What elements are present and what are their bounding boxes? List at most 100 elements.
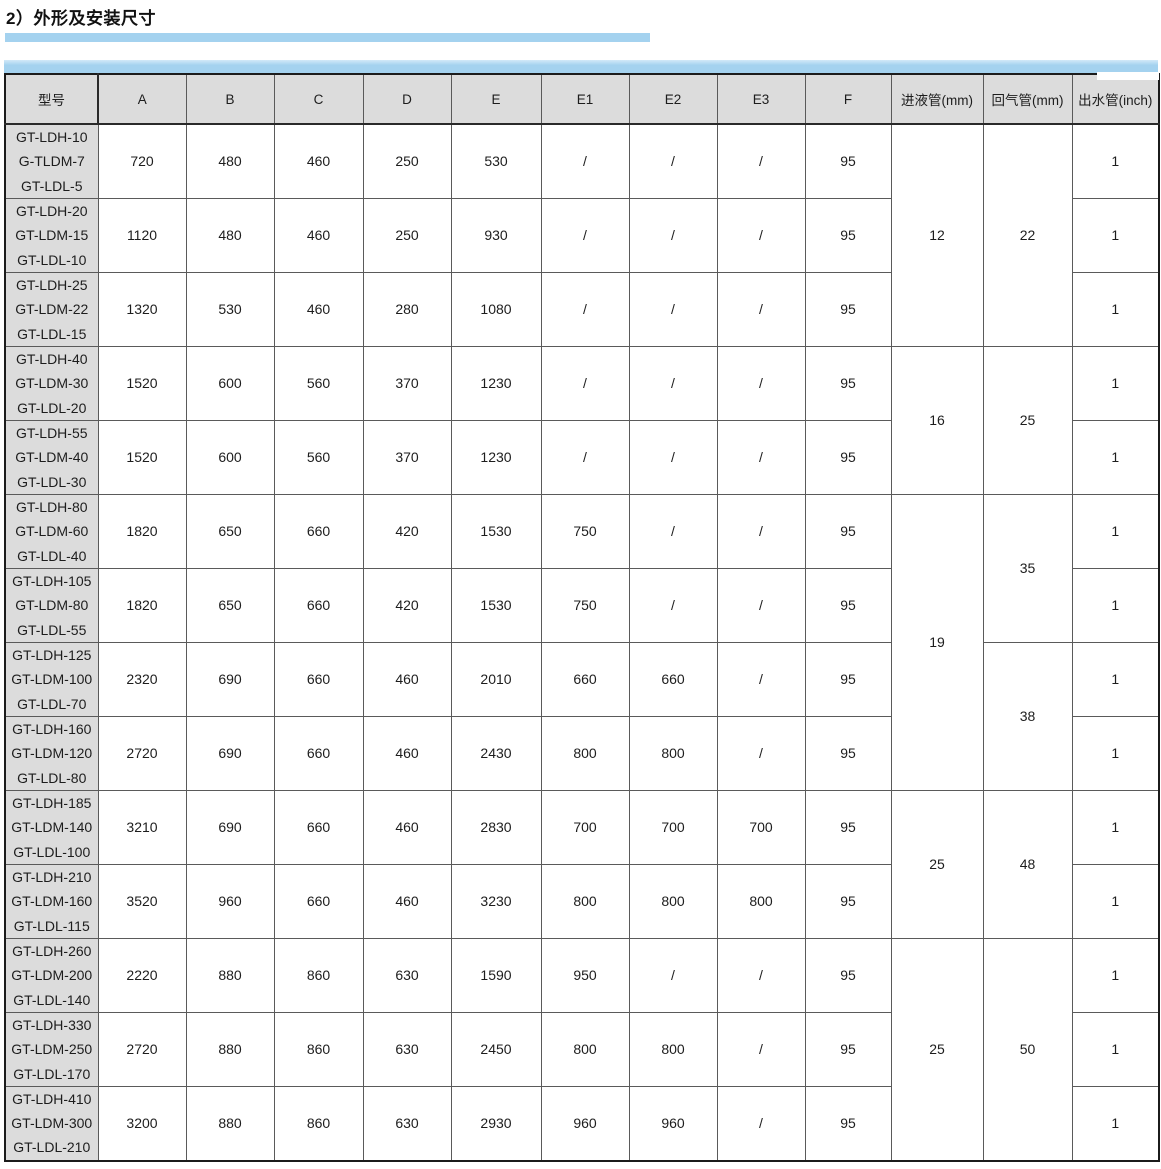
dim-cell: 95 [804, 1011, 892, 1087]
dim-cell: 95 [804, 937, 892, 1013]
model-name: GT-LDM-30 [15, 375, 89, 392]
outlet-pipe-cell: 1 [1071, 197, 1160, 273]
dim-cell: 700 [716, 789, 806, 865]
table-row: GT-LDH-80 GT-LDM-60 GT-LDL-40 1820 650 660 420… [4, 493, 1160, 791]
section-title: 2）外形及安装尺寸 [6, 9, 156, 28]
dim-cell: 460 [273, 123, 364, 199]
model-cell: GT-LDH-25 GT-LDM-22 GT-LDL-15 [4, 271, 99, 347]
table-row: GT-LDH-260 GT-LDM-200 GT-LDL-140 2220 880 860… [4, 937, 1160, 1162]
model-name: GT-LDH-260 [12, 942, 92, 959]
outlet-pipe-cell: 1 [1071, 345, 1160, 421]
model-cell: GT-LDH-40 GT-LDM-30 GT-LDL-20 [4, 345, 99, 421]
dim-cell: 880 [185, 1011, 275, 1087]
dim-cell: 960 [185, 863, 275, 939]
dim-cell: 3210 [97, 789, 187, 865]
dim-cell: 370 [362, 419, 452, 495]
dim-cell: 800 [628, 1011, 718, 1087]
title-underline-bar [5, 33, 650, 42]
gas-pipe-cell: 22 [982, 123, 1073, 347]
model-name: G-TLDM-7 [18, 153, 85, 170]
dim-cell: 600 [185, 419, 275, 495]
table-row: GT-LDH-40 GT-LDM-30 GT-LDL-20 1520 600 560 370… [4, 345, 1160, 495]
model-name: GT-LDL-40 [17, 547, 87, 564]
dim-cell: 1120 [97, 197, 187, 273]
outlet-pipe-cell: 1 [1071, 271, 1160, 347]
header-cell-9: F [804, 73, 892, 125]
dim-cell: / [628, 419, 718, 495]
model-name: GT-LDM-40 [15, 449, 89, 466]
dim-cell: 720 [97, 123, 187, 199]
model-name: GT-LDM-140 [11, 819, 93, 836]
outlet-pipe-cell: 1 [1071, 863, 1160, 939]
dim-cell: 480 [185, 123, 275, 199]
dim-cell: 750 [540, 493, 630, 569]
dim-cell: 660 [540, 641, 630, 717]
dim-cell: 250 [362, 197, 452, 273]
dim-cell: / [628, 493, 718, 569]
dim-cell: 530 [185, 271, 275, 347]
dim-cell: 660 [273, 789, 364, 865]
model-name: GT-LDL-100 [13, 843, 91, 860]
dim-cell: 660 [273, 863, 364, 939]
table-row: GT-LDH-410 GT-LDM-300 GT-LDL-210 3200 880 860… [4, 1085, 1160, 1162]
dim-cell: / [628, 567, 718, 643]
dim-cell: 1530 [450, 493, 542, 569]
liquid-pipe-cell: 19 [890, 493, 984, 791]
dim-cell: 2720 [97, 715, 187, 791]
dim-cell: 2830 [450, 789, 542, 865]
dimensions-table: 型号 A B C D E E1 E2 E3 F 进液管(mm) 回气管(mm) 出水管(inch) GT… [4, 73, 1160, 1162]
liquid-pipe-cell: 12 [890, 123, 984, 347]
dim-cell: 95 [804, 641, 892, 717]
dim-cell: 2320 [97, 641, 187, 717]
dim-cell: / [716, 715, 806, 791]
model-name: GT-LDH-185 [12, 794, 92, 811]
model-name: GT-LDL-80 [17, 769, 87, 786]
header-cell-6: E1 [540, 73, 630, 125]
dim-cell: 460 [362, 789, 452, 865]
table-row: GT-LDH-125 GT-LDM-100 GT-LDL-70 2320 690 660 4… [4, 641, 1160, 791]
dim-cell: 630 [362, 937, 452, 1013]
dim-cell: 800 [540, 863, 630, 939]
header-cell-11: 回气管(mm) [982, 73, 1073, 125]
dim-cell: 2450 [450, 1011, 542, 1087]
header-cell-8: E3 [716, 73, 806, 125]
dim-cell: / [716, 123, 806, 199]
dim-cell: 960 [540, 1085, 630, 1162]
model-name: GT-LDH-25 [15, 276, 88, 293]
gas-pipe-cell: 35 [982, 493, 1073, 643]
outlet-pipe-cell: 1 [1071, 715, 1160, 791]
dim-cell: / [716, 271, 806, 347]
dim-cell: 420 [362, 493, 452, 569]
dim-cell: 95 [804, 419, 892, 495]
table-row: GT-LDH-210 GT-LDM-160 GT-LDL-115 3520 960 660… [4, 863, 1160, 939]
dim-cell: / [716, 641, 806, 717]
gas-pipe-cell: 48 [982, 789, 1073, 939]
model-cell: GT-LDH-80 GT-LDM-60 GT-LDL-40 [4, 493, 99, 569]
dim-cell: 3520 [97, 863, 187, 939]
outlet-pipe-cell: 1 [1071, 123, 1160, 199]
dim-cell: / [540, 271, 630, 347]
model-cell: GT-LDH-260 GT-LDM-200 GT-LDL-140 [4, 937, 99, 1013]
dim-cell: 880 [185, 937, 275, 1013]
table-row: GT-LDH-160 GT-LDM-120 GT-LDL-80 2720 690 660 4… [4, 715, 1160, 791]
model-cell: GT-LDH-410 GT-LDM-300 GT-LDL-210 [4, 1085, 99, 1162]
dim-cell: 660 [273, 641, 364, 717]
dim-cell: 800 [540, 1011, 630, 1087]
dim-cell: 250 [362, 123, 452, 199]
model-cell: GT-LDH-210 GT-LDM-160 GT-LDL-115 [4, 863, 99, 939]
model-name: GT-LDM-100 [11, 671, 93, 688]
model-name: GT-LDH-55 [15, 424, 88, 441]
dim-cell: 95 [804, 789, 892, 865]
dim-cell: 2930 [450, 1085, 542, 1162]
dim-cell: 560 [273, 419, 364, 495]
gas-pipe-cell: 38 [982, 641, 1073, 791]
model-name: GT-LDL-170 [13, 1065, 91, 1082]
gas-pipe-cell: 50 [982, 937, 1073, 1162]
model-name: GT-LDM-60 [15, 523, 89, 540]
model-name: GT-LDH-80 [15, 498, 88, 515]
dim-cell: 750 [540, 567, 630, 643]
header-cell-7: E2 [628, 73, 718, 125]
dim-cell: 1530 [450, 567, 542, 643]
dim-cell: 1590 [450, 937, 542, 1013]
dim-cell: / [628, 345, 718, 421]
